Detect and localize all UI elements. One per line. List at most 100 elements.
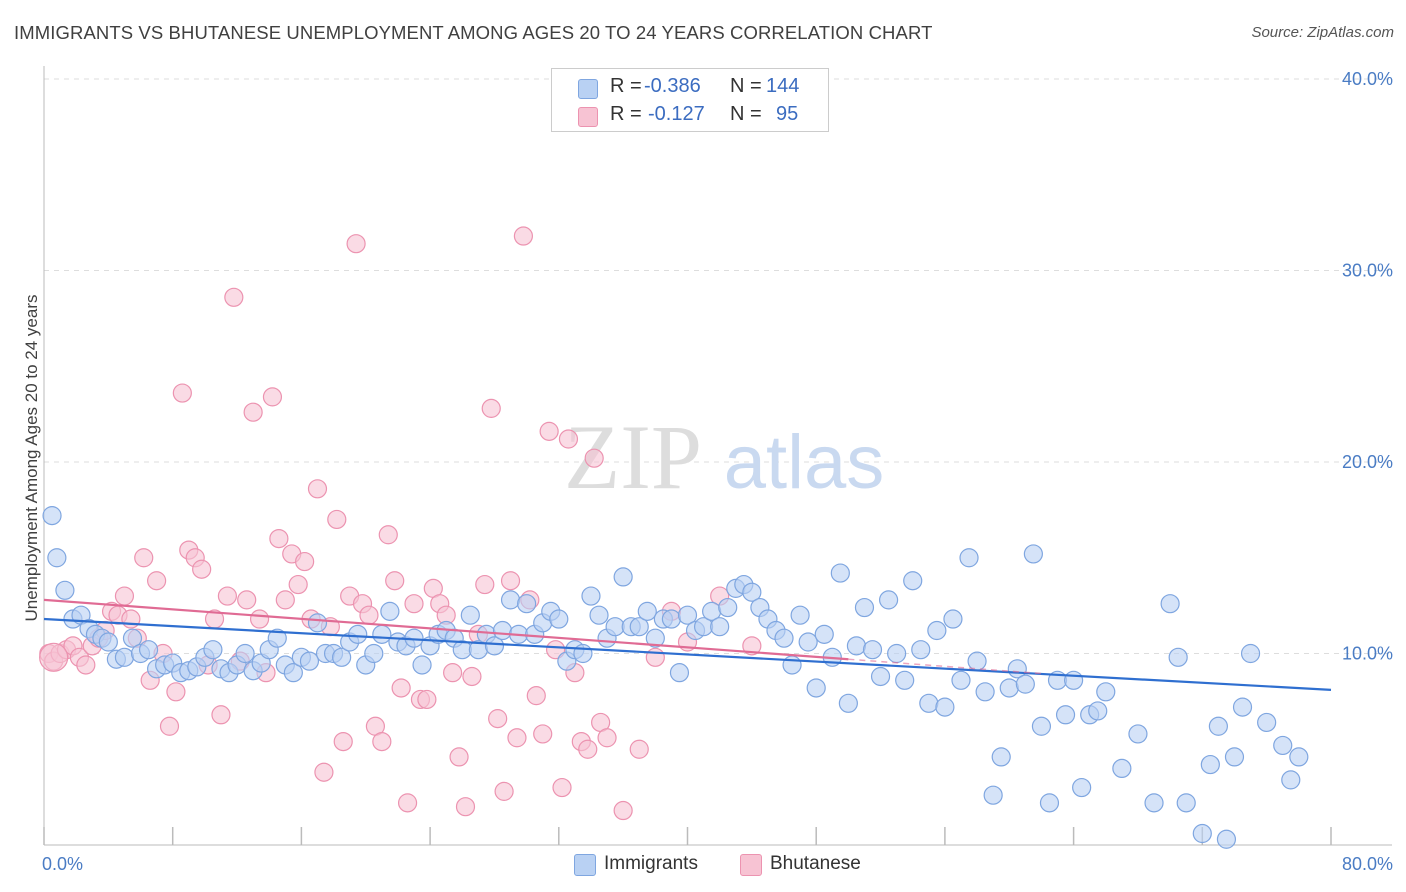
immigrants-point xyxy=(380,601,400,621)
legend-row-bhutanese: R = -0.127 N = 95 xyxy=(552,101,828,129)
immigrants-point xyxy=(1240,643,1261,664)
legend-n-value-bhutanese: 95 xyxy=(776,103,799,125)
grid-lines xyxy=(44,78,1392,654)
bhutanese-point xyxy=(346,234,366,254)
immigrants-point xyxy=(203,640,223,660)
legend-n-label: N = xyxy=(730,103,762,125)
bhutanese-point xyxy=(545,640,566,660)
immigrants-point xyxy=(307,613,328,633)
bhutanese-point xyxy=(295,551,315,572)
immigrants-point xyxy=(267,628,287,648)
bhutanese-point xyxy=(249,609,270,629)
bhutanese-point xyxy=(243,402,263,422)
immigrants-point xyxy=(1088,701,1108,721)
legend-r-value-immigrants: -0.386 xyxy=(644,75,701,97)
legend-r-value-bhutanese: -0.127 xyxy=(648,103,705,125)
immigrants-point xyxy=(1128,724,1148,744)
legend-r-label: R = xyxy=(610,75,642,97)
bhutanese-point xyxy=(217,586,237,606)
immigrants-point xyxy=(1063,670,1084,690)
bhutanese-point xyxy=(134,548,154,568)
y-tick-label: 30.0% xyxy=(1342,261,1393,281)
immigrants-point xyxy=(1216,829,1237,849)
axes xyxy=(43,66,1392,846)
immigrants-point xyxy=(838,693,858,713)
immigrants-point xyxy=(814,624,834,644)
bhutanese-point xyxy=(513,226,534,246)
immigrants-point xyxy=(718,597,738,618)
bhutanese-point-cluster xyxy=(39,642,69,672)
bhutanese-trend-line xyxy=(43,598,849,661)
legend-swatch-immigrants xyxy=(574,854,596,876)
immigrants-point xyxy=(605,617,625,637)
bhutanese-point xyxy=(224,287,244,307)
immigrants-point xyxy=(1224,747,1245,767)
immigrants-point xyxy=(790,605,810,625)
immigrants-point xyxy=(870,666,891,687)
immigrants-point xyxy=(806,678,826,698)
bhutanese-point xyxy=(597,728,617,748)
bhutanese-point xyxy=(417,689,437,710)
bhutanese-point xyxy=(404,594,424,614)
immigrants-point xyxy=(710,617,730,637)
bhutanese-point xyxy=(455,797,476,817)
chart-title: IMMIGRANTS VS BHUTANESE UNEMPLOYMENT AMO… xyxy=(14,22,933,43)
immigrants-point xyxy=(1281,770,1301,790)
bhutanese-point xyxy=(488,709,508,729)
immigrants-point xyxy=(332,647,352,667)
immigrants-point xyxy=(967,651,987,671)
immigrants-point xyxy=(42,506,62,526)
bhutanese-point xyxy=(269,528,289,549)
immigrants-point xyxy=(782,655,802,675)
watermark-atlas: atlas xyxy=(724,420,885,505)
legend-swatch-bhutanese xyxy=(578,107,598,127)
bhutanese-point xyxy=(462,666,482,687)
immigrants-point xyxy=(830,563,850,583)
immigrants-point xyxy=(1176,793,1196,813)
immigrants-point xyxy=(903,571,923,591)
immigrants-point xyxy=(1208,716,1228,736)
immigrants-point xyxy=(774,628,794,648)
y-tick-label: 40.0% xyxy=(1342,69,1393,89)
immigrants-point xyxy=(742,582,762,602)
immigrants-point xyxy=(98,632,118,652)
immigrants-point xyxy=(854,597,875,618)
legend-row-immigrants: R = -0.386 N = 144 xyxy=(552,73,828,101)
immigrants-point xyxy=(1257,712,1277,733)
y-tick-label: 20.0% xyxy=(1342,452,1393,472)
immigrants-point xyxy=(348,624,368,644)
y-tick-labels: 10.0% 20.0% 30.0% 40.0% xyxy=(1342,69,1393,664)
immigrants-point xyxy=(1273,735,1293,756)
immigrants-point xyxy=(919,693,939,713)
immigrants-point xyxy=(573,643,593,664)
immigrants-point xyxy=(991,747,1011,767)
immigrants-point xyxy=(613,567,633,587)
bhutanese-point xyxy=(397,793,418,813)
immigrants-point xyxy=(1096,682,1116,702)
immigrants-point xyxy=(1168,647,1188,667)
bhutanese-point xyxy=(166,682,186,702)
immigrants-point xyxy=(1039,793,1060,813)
bhutanese-point xyxy=(262,387,283,407)
immigrants-point xyxy=(1160,594,1180,614)
legend-n-label: N = xyxy=(730,75,762,97)
immigrants-point xyxy=(943,609,963,629)
bhutanese-point xyxy=(613,800,633,821)
bhutanese-point xyxy=(481,398,501,418)
immigrants-point xyxy=(235,643,255,664)
immigrants-point xyxy=(862,640,883,660)
immigrants-point xyxy=(951,670,971,690)
bhutanese-point xyxy=(275,590,295,610)
immigrants-point xyxy=(878,590,899,610)
correlation-legend: R = -0.386 N = 144 R = -0.127 N = 95 xyxy=(551,68,829,132)
bhutanese-point xyxy=(552,777,572,798)
immigrants-point xyxy=(581,586,601,606)
bhutanese-point xyxy=(385,571,405,591)
bhutanese-point xyxy=(526,686,546,706)
bhutanese-point xyxy=(391,678,411,698)
immigrants-point xyxy=(122,628,143,648)
immigrants-point xyxy=(927,620,947,641)
immigrants-point xyxy=(637,601,657,621)
bhutanese-point xyxy=(327,509,347,530)
